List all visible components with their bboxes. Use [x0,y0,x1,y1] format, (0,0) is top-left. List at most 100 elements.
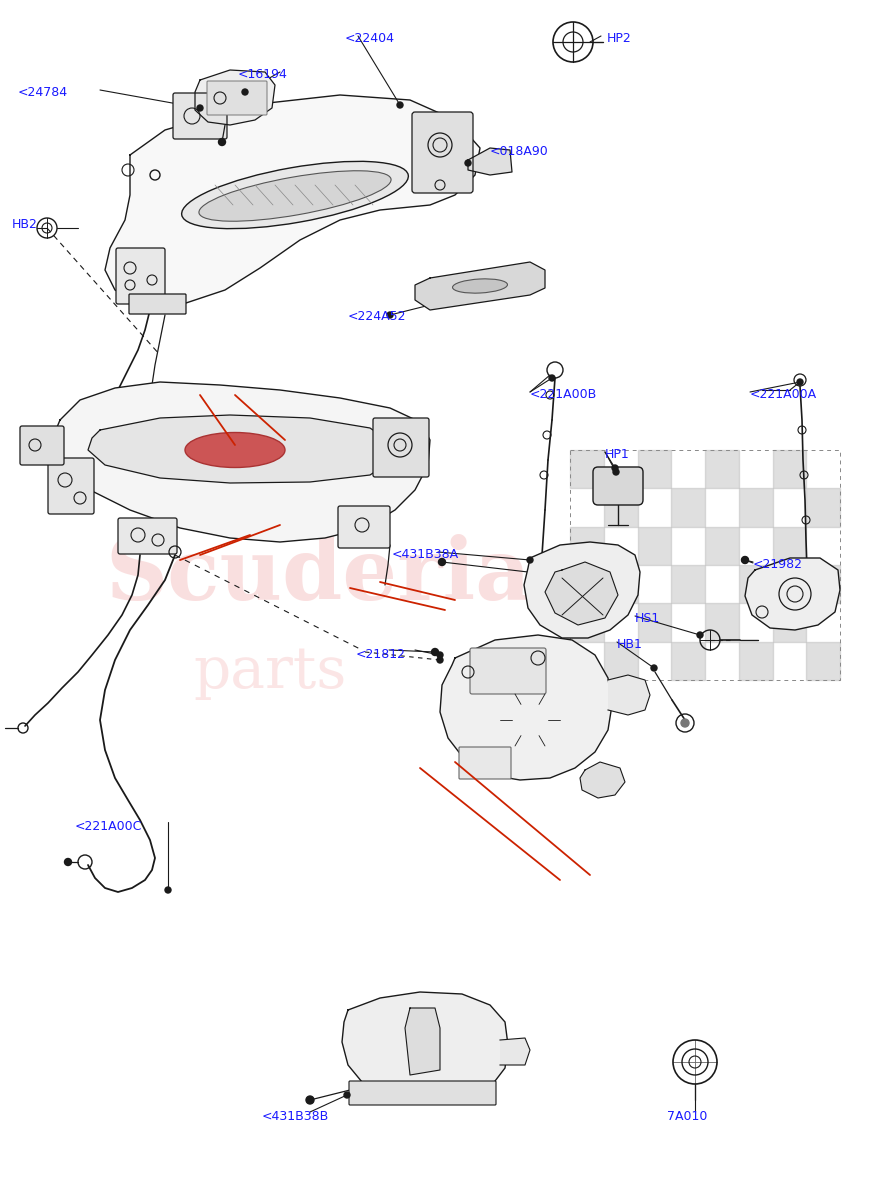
Circle shape [437,652,443,658]
Bar [638,527,671,565]
Text: <21982: <21982 [753,558,803,571]
Bar [739,488,773,527]
Polygon shape [500,1038,530,1066]
Text: <431B38B: <431B38B [262,1110,329,1123]
Circle shape [612,464,618,470]
Circle shape [527,557,533,563]
Bar [603,565,638,604]
Circle shape [306,1096,314,1104]
FancyBboxPatch shape [412,112,473,193]
Polygon shape [440,635,612,780]
Bar [806,488,840,527]
Polygon shape [580,762,625,798]
FancyBboxPatch shape [118,518,177,554]
Circle shape [681,719,689,727]
Bar [570,527,603,565]
Text: HP1: HP1 [605,448,630,461]
Polygon shape [105,95,480,305]
FancyBboxPatch shape [470,648,546,694]
Text: parts: parts [194,644,347,700]
Polygon shape [342,992,508,1100]
FancyBboxPatch shape [459,746,511,779]
Bar [570,450,603,488]
FancyBboxPatch shape [338,506,390,548]
Circle shape [437,658,443,662]
Bar [603,642,638,680]
Text: <221A00C: <221A00C [75,820,143,833]
Ellipse shape [181,161,409,229]
Circle shape [549,374,555,382]
Circle shape [242,89,248,95]
Polygon shape [545,562,618,625]
Polygon shape [195,70,275,125]
Text: <221A00A: <221A00A [750,388,817,401]
Circle shape [742,557,748,563]
Circle shape [465,160,471,166]
Text: HB1: HB1 [617,638,643,650]
Ellipse shape [453,278,507,293]
Text: Scuderia: Scuderia [106,534,532,618]
Circle shape [439,558,446,565]
Bar [739,642,773,680]
FancyBboxPatch shape [207,80,267,115]
Bar [806,642,840,680]
Text: <24784: <24784 [18,86,68,98]
Text: <018A90: <018A90 [490,145,549,158]
Text: <16194: <16194 [238,68,288,80]
Circle shape [397,102,403,108]
Bar [671,642,705,680]
Polygon shape [52,382,430,542]
Circle shape [651,665,657,671]
Text: <221A00B: <221A00B [530,388,597,401]
Bar [671,488,705,527]
Bar [603,488,638,527]
Circle shape [797,379,803,385]
Bar [773,450,806,488]
Polygon shape [745,558,840,630]
FancyBboxPatch shape [20,426,64,464]
Text: HP2: HP2 [607,32,632,44]
Circle shape [613,469,619,475]
Text: <21812: <21812 [356,648,406,661]
FancyBboxPatch shape [48,458,94,514]
Circle shape [344,1092,350,1098]
Bar [806,565,840,604]
FancyBboxPatch shape [173,92,227,139]
Ellipse shape [199,170,391,221]
Ellipse shape [185,432,285,468]
Text: HB2: HB2 [12,218,38,230]
Circle shape [197,104,203,110]
Bar [638,450,671,488]
Bar [705,527,739,565]
Bar [773,527,806,565]
Text: HS1: HS1 [635,612,660,625]
Text: <22404: <22404 [345,32,395,44]
FancyBboxPatch shape [116,248,165,304]
Polygon shape [405,1008,440,1075]
Bar [705,604,739,642]
Text: <224A52: <224A52 [348,310,406,323]
Polygon shape [415,262,545,310]
Text: <431B38A: <431B38A [392,548,459,560]
Bar [638,604,671,642]
Bar [739,565,773,604]
Polygon shape [88,415,395,482]
Bar [671,565,705,604]
Polygon shape [608,674,650,715]
Circle shape [218,138,226,145]
Bar [705,450,739,488]
FancyBboxPatch shape [349,1081,496,1105]
Circle shape [165,887,171,893]
Polygon shape [468,148,512,175]
Circle shape [64,858,71,865]
Circle shape [742,557,749,564]
FancyBboxPatch shape [593,467,643,505]
FancyBboxPatch shape [373,418,429,476]
Bar [773,604,806,642]
Bar [570,604,603,642]
Polygon shape [524,542,640,638]
Circle shape [432,648,439,655]
FancyBboxPatch shape [129,294,186,314]
Circle shape [697,632,703,638]
Text: 7A010: 7A010 [667,1110,707,1123]
